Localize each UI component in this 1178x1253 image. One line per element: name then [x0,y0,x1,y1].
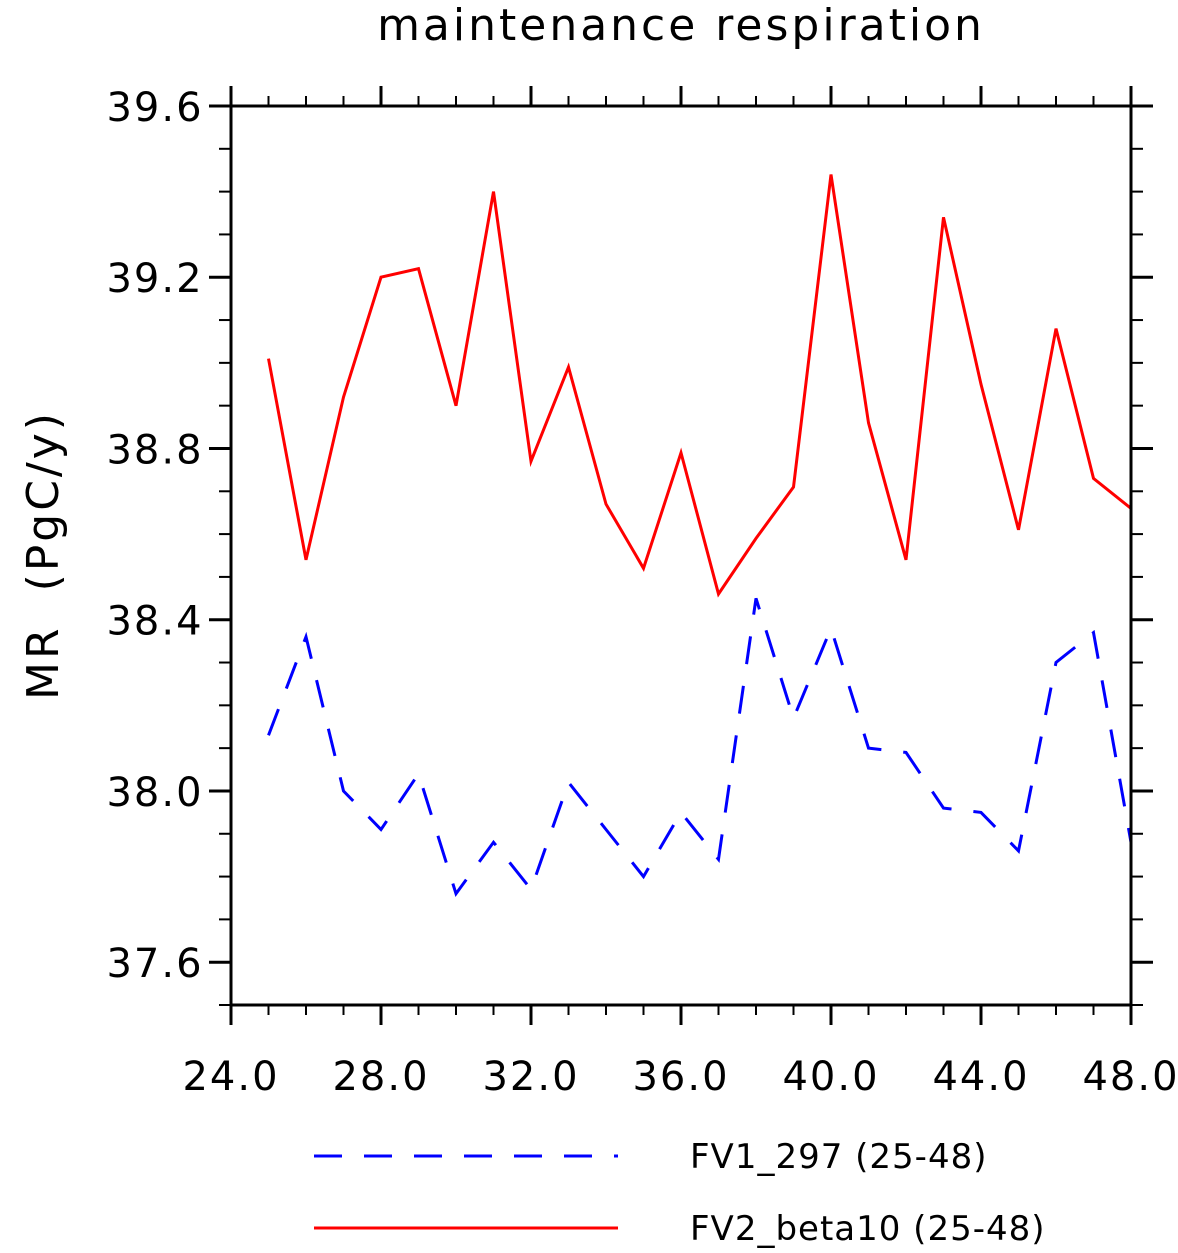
y-tick-label: 38.4 [106,599,203,645]
plot-frame [229,104,1133,1007]
x-tick-label: 40.0 [782,1054,879,1100]
legend-label-1: FV1_297 (25-48) [690,1137,987,1177]
legend: FV1_297 (25-48) FV2_beta10 (25-48) [314,1137,1046,1249]
x-tick-label: 36.0 [632,1054,729,1100]
x-tick-label: 44.0 [932,1054,1029,1100]
y-tick-label: 38.0 [106,770,203,816]
plot-area [267,174,1133,897]
x-tick-label: 24.0 [182,1054,279,1100]
legend-label-2: FV2_beta10 (25-48) [690,1209,1046,1248]
x-tick-label: 48.0 [1082,1054,1178,1100]
y-tick-label: 39.6 [106,85,203,131]
series-line-2 [267,174,1132,598]
x-tick-label: 32.0 [482,1054,579,1100]
axes: 24.0 28.0 32.0 36.0 40.0 44.0 48.0 37.6 38.0 38.4… [106,85,1178,1100]
series-line-1 [267,597,1133,897]
chart-title: maintenance respiration [377,0,985,51]
y-tick-label: 38.8 [106,427,203,473]
y-tick-label: 37.6 [106,941,203,987]
y-tick-label: 39.2 [106,256,203,302]
x-tick-label: 28.0 [332,1054,429,1100]
y-axis-label: MR (PgC/y) [18,410,69,700]
